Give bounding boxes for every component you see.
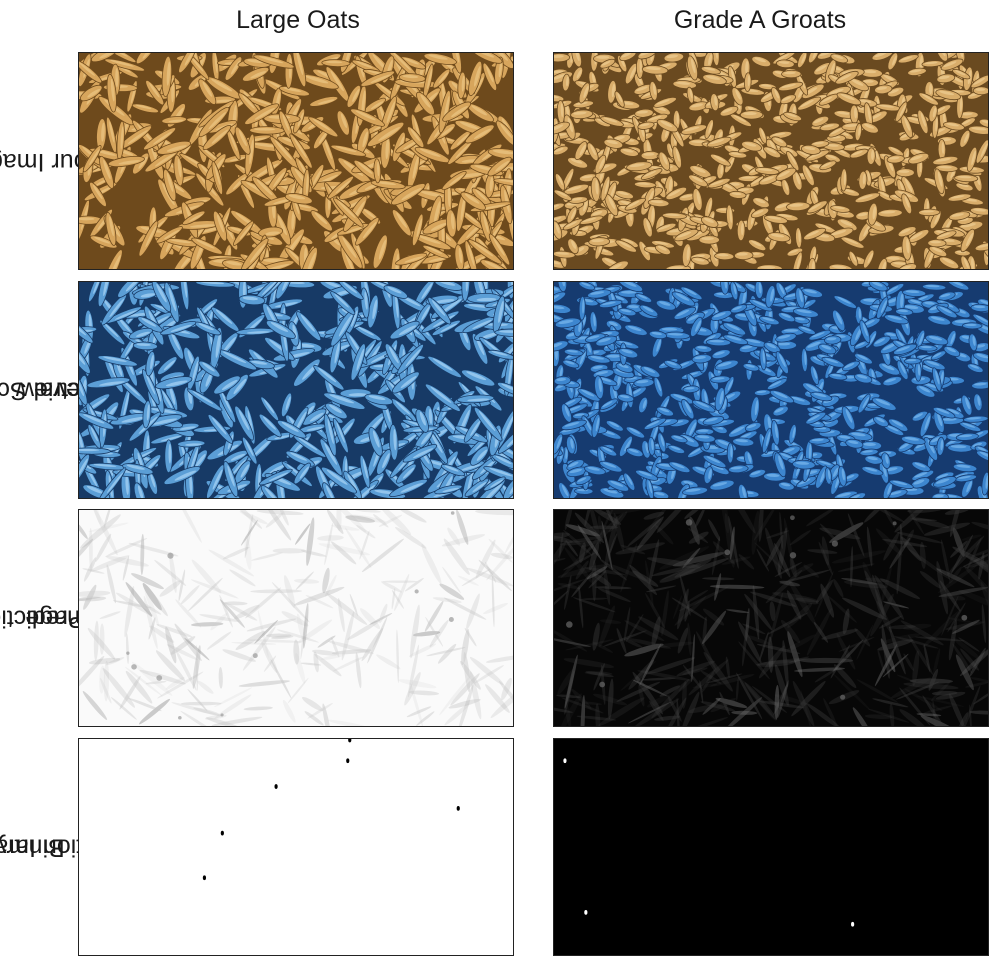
col-title-large-oats: Large Oats bbox=[160, 6, 436, 35]
row-label-colour-image: Colour Image bbox=[20, 52, 80, 270]
panel-large-oats-spectral bbox=[78, 281, 514, 499]
panel-groats-prediction bbox=[553, 509, 989, 727]
panel-image bbox=[79, 53, 513, 269]
panel-groats-colour bbox=[553, 52, 989, 270]
panel-large-oats-binary bbox=[78, 738, 514, 956]
row-label-prediction-image: PredictionImage bbox=[10, 509, 80, 727]
panel-groats-binary bbox=[553, 738, 989, 956]
panel-large-oats-prediction bbox=[78, 509, 514, 727]
panel-image bbox=[554, 510, 988, 726]
col-title-grade-a-groats: Grade A Groats bbox=[630, 6, 890, 35]
panel-image bbox=[554, 53, 988, 269]
panel-image bbox=[79, 282, 513, 498]
panel-groats-spectral bbox=[553, 281, 989, 499]
panel-image bbox=[554, 282, 988, 498]
row-label-binary-prediction-image: BinaryPrediction Image bbox=[10, 738, 80, 956]
panel-image bbox=[79, 510, 513, 726]
panel-image bbox=[79, 739, 513, 955]
panel-large-oats-colour bbox=[78, 52, 514, 270]
row-label-spectral-scanner-preview: Spectral ScannerPreview bbox=[10, 281, 80, 499]
panel-image bbox=[554, 739, 988, 955]
